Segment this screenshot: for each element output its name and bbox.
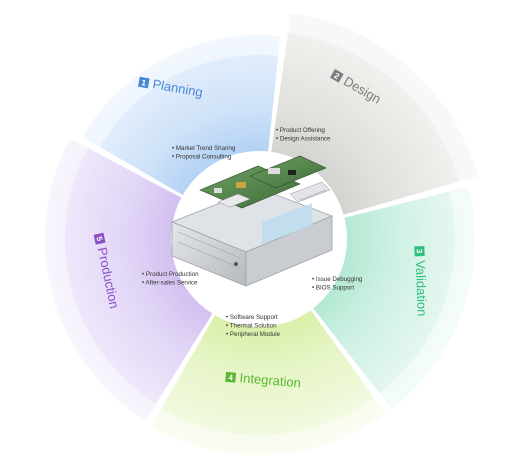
segment-design-outer-band bbox=[287, 13, 479, 184]
segment-integration-outer-band bbox=[151, 392, 386, 456]
segment-integration bbox=[161, 310, 375, 435]
segment-planning bbox=[99, 55, 279, 195]
bullet-design-1: • Design Assistance bbox=[276, 136, 331, 143]
server-chassis-illustration bbox=[170, 155, 334, 287]
stage-number-badge-validation bbox=[414, 246, 425, 257]
bullet-validation-1: • BIOS Support bbox=[312, 285, 354, 292]
wheel-segments bbox=[44, 13, 479, 456]
stage-number-planning: 1 bbox=[141, 78, 147, 88]
stage-title-integration: Integration bbox=[239, 370, 302, 390]
bullet-design-0: • Product Offering bbox=[276, 127, 325, 134]
segment-planning-outer-band bbox=[82, 35, 281, 151]
bullet-planning-1: • Proposal Consulting bbox=[172, 154, 232, 161]
stage-number-badge-integration bbox=[225, 371, 237, 383]
segment-validation bbox=[313, 191, 455, 394]
bullet-integration-1: • Thermal Solution bbox=[226, 323, 277, 330]
stage-number-validation: 3 bbox=[415, 249, 424, 254]
bullet-integration-2: • Peripheral Module bbox=[226, 331, 281, 338]
stage-number-design: 2 bbox=[332, 71, 341, 81]
stage-number-badge-planning bbox=[138, 76, 150, 89]
wheel-labels: 1 Planning• Market Trend Sharing• Proposa… bbox=[93, 68, 430, 390]
bullet-production-1: • After-sales Service bbox=[142, 280, 198, 287]
bullet-production-0: • Product Production bbox=[142, 271, 199, 278]
bullet-validation-0: • Issue Debugging bbox=[312, 276, 363, 283]
stage-label-integration: 4 Integration bbox=[225, 370, 302, 390]
stage-title-validation: Validation bbox=[413, 260, 430, 317]
stage-label-validation: 3 Validation bbox=[413, 246, 430, 317]
stage-number-badge-production bbox=[93, 232, 106, 245]
segment-design bbox=[271, 33, 459, 215]
bullet-integration-0: • Software Support bbox=[226, 314, 278, 321]
stage-number-badge-design bbox=[329, 68, 344, 83]
stage-number-integration: 4 bbox=[228, 373, 234, 382]
stage-number-production: 5 bbox=[94, 236, 104, 243]
bullet-planning-0: • Market Trend Sharing bbox=[172, 145, 236, 152]
segment-production bbox=[64, 147, 213, 404]
